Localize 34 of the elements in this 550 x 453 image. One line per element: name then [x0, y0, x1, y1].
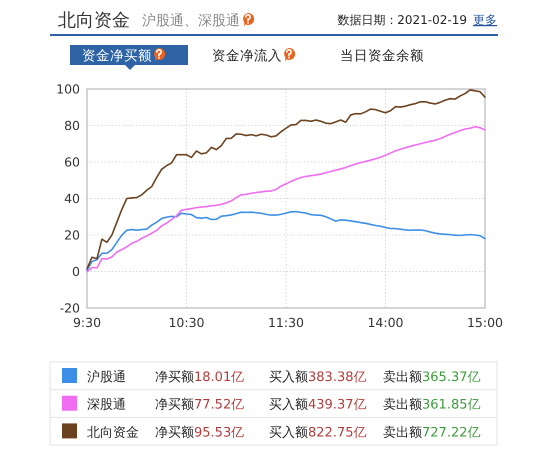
legend-label: 深股通	[87, 398, 126, 413]
line-series	[86, 89, 486, 270]
x-tick-label: 10:30	[168, 315, 205, 330]
y-tick-label: 0	[72, 264, 80, 279]
x-tick-label: 9:30	[72, 315, 102, 330]
chart-title: 北向资金	[58, 10, 130, 31]
table-cell: 净买额77.52亿	[155, 398, 244, 413]
y-tick-label: 100	[56, 82, 80, 96]
table-cell: 净买额95.53亿	[155, 425, 244, 440]
x-tick-label: 15:00	[466, 315, 504, 330]
chart-subtitle: 沪股通、深股通	[142, 13, 240, 29]
legend-label: 沪股通	[87, 369, 126, 385]
x-tick-label: 14:00	[367, 315, 404, 330]
table-cell: 买入额383.38亿	[269, 370, 366, 385]
table-cell: 卖出额727.22亿	[383, 425, 480, 440]
table-cell: 买入额822.75亿	[269, 425, 366, 440]
table-cell: 买入额439.37亿	[269, 398, 366, 413]
link: 更多	[473, 13, 497, 27]
text: 数据日期：2021-02-19	[337, 13, 467, 27]
tab-label: 当日资金余额	[340, 48, 424, 64]
y-tick-label: 40	[64, 191, 80, 206]
y-tick-label: 20	[64, 228, 80, 242]
line-series	[86, 126, 486, 273]
legend-label: 北向资金	[87, 425, 139, 440]
x-tick-label: 11:30	[268, 315, 304, 330]
tab-label: 资金净流入	[212, 48, 282, 64]
y-tick-label: 60	[64, 154, 80, 170]
tab-label: 资金净买额	[82, 48, 152, 64]
y-tick-label: 80	[64, 118, 80, 133]
y-tick-label: -20	[60, 300, 80, 316]
line-series	[86, 210, 486, 272]
table-cell: 卖出额361.85亿	[383, 398, 480, 413]
table-cell: 净买额18.01亿	[155, 370, 244, 385]
table-cell: 卖出额365.37亿	[383, 370, 480, 385]
